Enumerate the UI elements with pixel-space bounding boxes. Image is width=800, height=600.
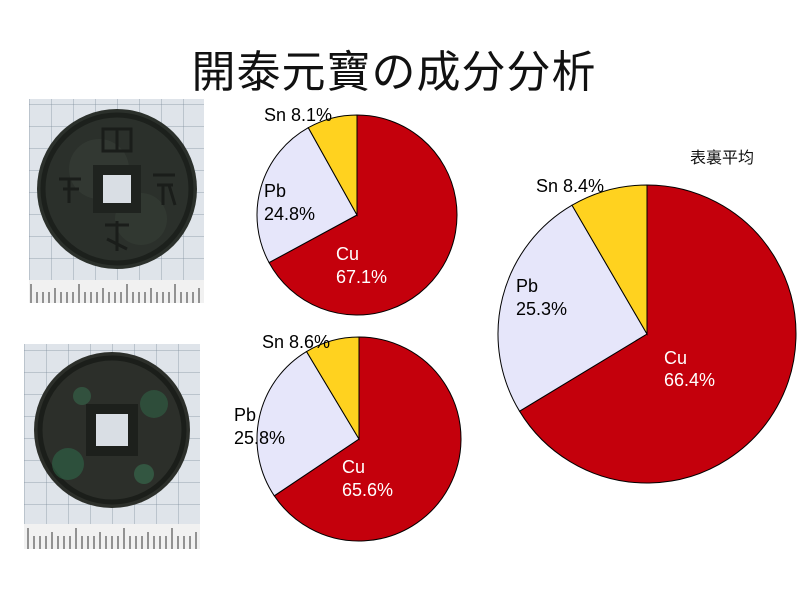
pie-obverse-value-cu: 67.1%	[336, 267, 387, 287]
pie-average-value-pb: 25.3%	[516, 299, 567, 319]
coin-obverse-photo	[29, 99, 204, 303]
pie-obverse-slice-sn	[307, 114, 358, 217]
average-chart-title: 表裏平均	[690, 148, 755, 167]
pie-obverse-value-pb: 24.8%	[264, 204, 315, 224]
pie-reverse-value-cu: 65.6%	[342, 480, 393, 500]
page-title: 開泰元寶の成分分析	[191, 47, 597, 98]
pie-average-value-cu: 66.4%	[664, 370, 715, 390]
pie-reverse-slice-cu	[273, 336, 462, 542]
pie-reverse: Cu 65.6% Pb 25.8% Sn 8.6%	[234, 332, 462, 542]
pie-reverse-value-pb: 25.8%	[234, 428, 285, 448]
pie-reverse-slice-sn	[305, 336, 360, 441]
pie-average-slice-pb	[497, 204, 648, 412]
pie-average-label-pb: Pb	[516, 276, 538, 296]
pie-obverse-label-pb: Pb	[264, 181, 286, 201]
pie-average-label-cu: Cu	[664, 348, 687, 368]
pie-reverse-label-pb: Pb	[234, 405, 256, 425]
pie-average-slice-cu	[518, 184, 797, 484]
pie-reverse-label-sn: Sn 8.6%	[262, 332, 330, 352]
coin-reverse-photo	[24, 344, 200, 549]
pie-reverse-label-cu: Cu	[342, 457, 365, 477]
pie-obverse-label-sn: Sn 8.1%	[264, 105, 332, 125]
pie-average-slice-sn	[571, 184, 648, 336]
pie-obverse-slice-cu	[268, 114, 458, 316]
pie-obverse-label-cu: Cu	[336, 244, 359, 264]
pie-obverse: Cu 67.1% Pb 24.8% Sn 8.1%	[256, 105, 458, 316]
pie-reverse-slice-pb	[256, 350, 360, 497]
pie-obverse-slice-pb	[256, 126, 358, 264]
pie-average-label-sn: Sn 8.4%	[536, 176, 604, 196]
